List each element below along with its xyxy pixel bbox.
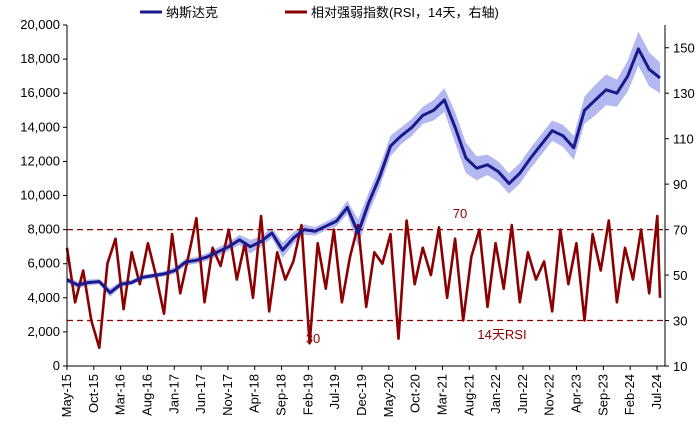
x-tick-label: Nov-17 xyxy=(220,374,235,416)
left-tick-label: 10,000 xyxy=(20,188,60,203)
right-tick-label: 10 xyxy=(673,359,687,374)
left-tick-label: 0 xyxy=(53,358,60,373)
nasdaq-band-area xyxy=(67,31,660,297)
x-tick-label: May-15 xyxy=(59,374,74,417)
left-tick-label: 18,000 xyxy=(20,51,60,66)
right-tick-label: 110 xyxy=(673,132,694,147)
left-tick-label: 4,000 xyxy=(27,290,60,305)
annotation-0: 70 xyxy=(453,206,467,221)
right-tick-label: 150 xyxy=(673,41,695,56)
left-tick-label: 14,000 xyxy=(20,119,60,134)
x-tick-label: Jan-17 xyxy=(166,374,181,414)
nasdaq-series xyxy=(66,47,661,295)
right-tick-label: 130 xyxy=(673,86,695,101)
x-tick-label: Mar-21 xyxy=(434,374,449,415)
axes xyxy=(66,25,666,367)
x-tick-label: Dec-19 xyxy=(354,374,369,416)
x-tick-label: Feb-24 xyxy=(622,374,637,415)
rsi-series xyxy=(65,214,662,350)
left-tick-label: 20,000 xyxy=(20,17,60,32)
rsi-line xyxy=(65,214,662,350)
x-axis-ticks: May-15 Oct-15 Mar-16 Aug-16 Jan-17 Jun-17 Nov-… xyxy=(59,366,664,417)
nasdaq-range-band xyxy=(67,31,660,297)
left-axis-ticks: 0 2,000 4,000 6,000 8,000 10,000 12,000 14,000 1… xyxy=(20,17,67,373)
x-tick-label: Jan-22 xyxy=(488,374,503,414)
left-tick-label: 6,000 xyxy=(27,256,60,271)
right-tick-label: 90 xyxy=(673,177,687,192)
x-tick-label: Sep-18 xyxy=(274,374,289,416)
x-tick-label: Mar-16 xyxy=(113,374,128,415)
nasdaq-line xyxy=(66,47,661,295)
annotation-1: 30 xyxy=(306,331,320,346)
right-axis-ticks: 10 30 50 70 90 110 130 150 xyxy=(665,41,695,374)
right-tick-label: 70 xyxy=(673,223,687,238)
x-tick-label: Apr-18 xyxy=(247,374,262,413)
left-tick-label: 8,000 xyxy=(27,222,60,237)
x-tick-label: Oct-20 xyxy=(408,374,423,413)
legend: 纳斯达克 相对强弱指数(RSI，14天，右轴) xyxy=(140,5,499,20)
x-tick-label: Jul-24 xyxy=(649,374,664,409)
x-tick-label: Aug-16 xyxy=(139,374,154,416)
annotations: 70 30 14天RSI xyxy=(306,206,527,346)
right-tick-label: 50 xyxy=(673,268,687,283)
legend-label-1: 相对强弱指数(RSI，14天，右轴) xyxy=(311,5,499,20)
x-tick-label: Nov-22 xyxy=(542,374,557,416)
annotation-2: 14天RSI xyxy=(477,327,526,342)
x-tick-label: Jun-17 xyxy=(193,374,208,414)
left-tick-label: 2,000 xyxy=(27,324,60,339)
left-tick-label: 16,000 xyxy=(20,85,60,100)
x-tick-label: Jul-19 xyxy=(327,374,342,409)
x-tick-label: Feb-19 xyxy=(300,374,315,415)
x-tick-label: Jun-22 xyxy=(515,374,530,414)
right-tick-label: 30 xyxy=(673,314,687,329)
legend-label-0: 纳斯达克 xyxy=(166,5,218,20)
x-tick-label: May-20 xyxy=(381,374,396,417)
left-tick-label: 12,000 xyxy=(20,153,60,168)
x-tick-label: Sep-23 xyxy=(595,374,610,416)
x-tick-label: Apr-23 xyxy=(569,374,584,413)
x-tick-label: Aug-21 xyxy=(461,374,476,416)
x-tick-label: Oct-15 xyxy=(86,374,101,413)
